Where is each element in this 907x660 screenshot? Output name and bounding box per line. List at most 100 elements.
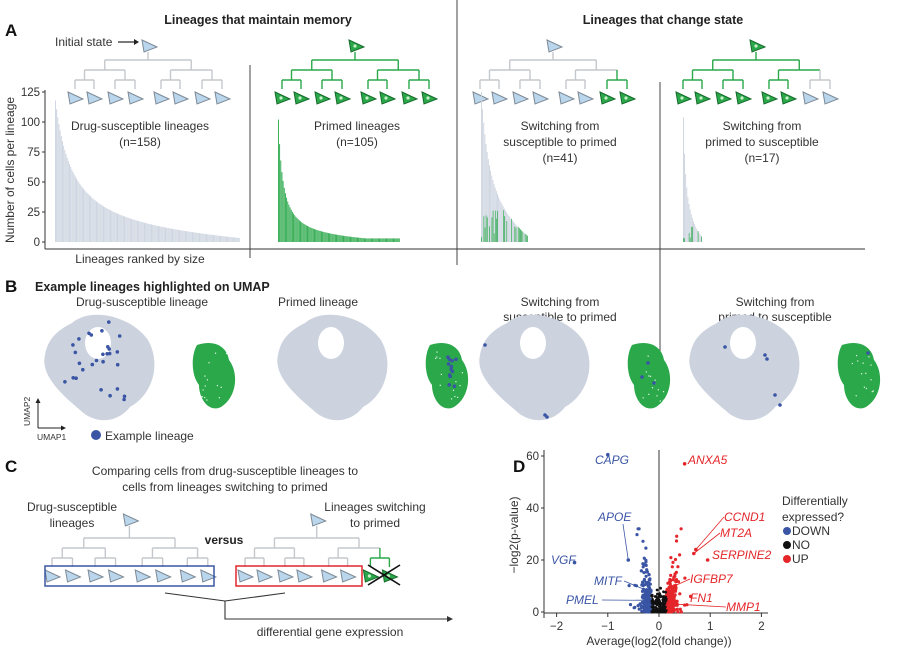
bar [162, 227, 164, 242]
bar [353, 237, 355, 242]
bar [222, 236, 224, 242]
point-no [652, 609, 656, 612]
example-lineage-cell [94, 358, 99, 363]
point-no [664, 610, 667, 614]
bar [145, 223, 147, 242]
bar [88, 195, 90, 242]
bar [296, 218, 298, 242]
bar [127, 217, 129, 242]
bar [283, 187, 285, 242]
example-lineage-cell [866, 351, 870, 355]
bar [366, 238, 368, 242]
bar [207, 234, 209, 242]
gene-label-anxa5: ANXA5 [687, 453, 728, 467]
bar [311, 228, 313, 242]
point-down [641, 539, 645, 543]
x-tick-label: 1 [707, 621, 713, 633]
point-no [657, 598, 661, 601]
primed-bar [701, 236, 702, 242]
susceptible-cell-icon [67, 91, 85, 105]
bar [173, 229, 175, 242]
example-lineage-cell [63, 380, 67, 384]
primed-bar [485, 215, 487, 242]
bar [120, 215, 122, 242]
bar [347, 236, 349, 242]
umap-speck [436, 356, 438, 358]
umap-speck [450, 398, 453, 400]
bar [687, 196, 689, 242]
point-up [667, 606, 671, 610]
umap-speck [868, 356, 870, 358]
cell-body [558, 91, 576, 105]
y-tick-label: 40 [526, 503, 539, 515]
cell-body [44, 569, 62, 583]
example-lineage-cell [77, 337, 81, 341]
primed-cell-icon [715, 91, 733, 105]
example-lineage-cell [122, 397, 126, 402]
legend-example-lineage-label: Example lineage [105, 429, 194, 443]
gene-label-capg: CAPG [595, 453, 629, 467]
group-label-line1: Primed lineages [314, 119, 400, 133]
example-lineage-cells [446, 355, 458, 389]
primed-cell-icon [599, 91, 617, 105]
bar [208, 234, 210, 242]
bar [204, 233, 206, 242]
bar [505, 210, 506, 242]
bar [282, 180, 284, 242]
susceptible-cell-icon [200, 569, 218, 583]
point-up [675, 607, 679, 611]
bar [367, 238, 369, 242]
bar [340, 235, 342, 242]
bar [210, 234, 212, 242]
bar [84, 190, 86, 242]
bar [95, 201, 97, 242]
bar [179, 230, 181, 242]
bar [65, 153, 67, 242]
y-tick-label: 125 [21, 87, 40, 99]
bar [92, 198, 94, 242]
example-lineage-cell [99, 388, 103, 392]
panel-b-title: Example lineages highlighted on UMAP [35, 280, 270, 294]
bar [523, 232, 525, 242]
lineage-group-4: Switching from primed to susceptible (n=17… [675, 39, 840, 242]
bar [394, 238, 396, 242]
umap-title: Switching from [521, 295, 600, 309]
umap-speck [460, 352, 463, 354]
bar [131, 218, 133, 242]
umap-speck [455, 381, 457, 383]
bar [187, 231, 189, 242]
bar [481, 92, 482, 242]
bar [389, 238, 391, 242]
arrowhead [447, 616, 453, 622]
example-lineage-cell [100, 329, 104, 333]
box-susceptible [44, 565, 215, 587]
example-lineage-cell [640, 375, 644, 379]
point-down [636, 604, 640, 608]
point-no [659, 602, 663, 605]
example-lineage-cell [765, 357, 769, 361]
example-lineage-cell [723, 345, 727, 349]
cell-body [310, 513, 328, 527]
primed-bar [481, 236, 482, 242]
susceptible-cell-icon [153, 91, 171, 105]
point-no [658, 592, 661, 595]
example-lineage-cell [115, 350, 120, 354]
y-tick-label: 60 [526, 451, 539, 463]
cell-nucleus [624, 96, 628, 100]
umap-speck [457, 396, 459, 398]
bar [188, 231, 190, 242]
example-lineage-cell [101, 352, 105, 357]
bar [169, 228, 171, 242]
bar [73, 174, 75, 242]
bar [105, 207, 107, 242]
point-up [668, 577, 672, 582]
point-down [642, 577, 647, 582]
bar [368, 238, 370, 242]
susceptible-cell-icon [491, 91, 509, 105]
bar [302, 223, 304, 242]
susceptible-cell-icon [107, 91, 125, 105]
bar [220, 235, 222, 242]
bar [379, 238, 380, 242]
